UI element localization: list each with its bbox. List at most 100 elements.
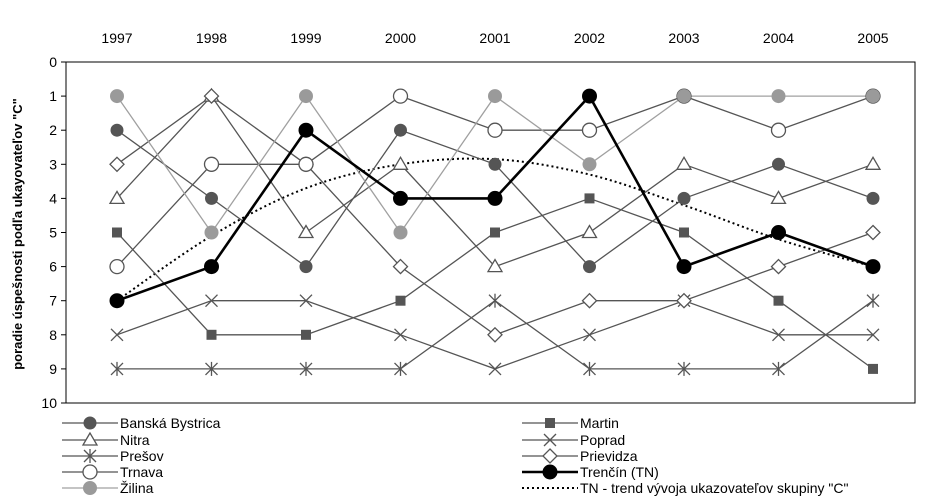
legend-item-martin: Martin: [522, 415, 619, 431]
legend-marker: [83, 449, 97, 463]
data-point-martin: [112, 227, 122, 238]
data-point-zilina: [204, 225, 219, 240]
legend-item-banska-bystrica: Banská Bystrica: [62, 415, 221, 431]
data-point-trencin-tn: [487, 190, 503, 206]
legend-label: Trenčín (TN): [580, 464, 659, 480]
data-point-trencin-tn: [582, 88, 597, 104]
data-point-poprad: [866, 328, 880, 342]
data-point-prievidza: [676, 292, 692, 309]
legend-label: Poprad: [580, 432, 625, 448]
data-point-zilina: [299, 89, 313, 104]
data-point-presov: [394, 361, 407, 376]
data-point-prievidza: [392, 258, 409, 275]
legend-marker: [83, 416, 97, 430]
data-point-nitra: [675, 156, 693, 170]
y-tick-label: 9: [49, 361, 57, 377]
data-point-prievidza: [487, 326, 503, 343]
data-point-trencin-tn: [865, 259, 881, 275]
data-point-banska-bystrica: [110, 123, 124, 137]
data-point-prievidza: [203, 88, 220, 105]
data-point-nitra: [486, 258, 504, 273]
legend-label: TN - trend vývoja ukazovateľov skupiny "…: [580, 480, 848, 496]
x-tick-label: 2004: [763, 30, 794, 46]
legend-item-nitra: Nitra: [62, 431, 150, 448]
data-point-banska-bystrica: [866, 191, 880, 205]
data-point-martin: [490, 227, 500, 238]
data-point-poprad: [110, 328, 124, 342]
y-tick-label: 0: [49, 54, 57, 70]
data-point-martin: [584, 193, 595, 204]
data-point-trnava: [203, 156, 220, 172]
data-point-martin: [206, 329, 217, 340]
data-point-zilina: [771, 89, 786, 104]
x-tick-label: 2001: [479, 30, 510, 46]
data-point-zilina: [582, 157, 597, 172]
data-point-prievidza: [865, 224, 881, 241]
data-point-nitra: [392, 156, 409, 170]
data-point-trencin-tn: [676, 259, 692, 275]
data-point-presov: [299, 361, 313, 376]
series-line-tn-trend-vyvoja-ukazovatelov-skupiny-c: [116, 157, 874, 302]
data-point-martin: [773, 295, 784, 306]
data-point-banska-bystrica: [583, 260, 596, 274]
series-markers: [108, 87, 882, 376]
legend-marker: [82, 464, 98, 480]
data-point-banska-bystrica: [205, 191, 218, 205]
y-tick-label: 6: [49, 259, 57, 275]
data-point-zilina: [488, 89, 502, 104]
y-tick-label: 3: [49, 156, 57, 172]
y-tick-label: 8: [49, 327, 57, 343]
data-point-trnava: [392, 88, 409, 104]
y-tick-label: 10: [41, 395, 57, 411]
data-point-trnava: [581, 122, 598, 138]
legend-item-trencin-tn: Trenčín (TN): [522, 464, 659, 480]
legend-item-tn-trend-vyvoja-ukazovatelov-skupiny-c: TN - trend vývoja ukazovateľov skupiny "…: [522, 480, 848, 496]
data-point-zilina: [393, 225, 408, 240]
data-point-zilina: [866, 89, 880, 104]
data-point-nitra: [864, 156, 882, 170]
data-point-prievidza: [581, 292, 598, 309]
data-point-trencin-tn: [204, 259, 219, 275]
data-point-martin: [395, 295, 406, 306]
data-point-banska-bystrica: [394, 123, 407, 137]
data-point-presov: [866, 293, 880, 308]
legend-marker: [543, 433, 557, 447]
data-point-poprad: [583, 328, 596, 342]
legend-marker: [542, 448, 558, 464]
legend-item-zilina: Žilina: [62, 480, 154, 496]
y-tick-label: 2: [49, 122, 57, 138]
y-tick-label: 7: [49, 293, 57, 309]
legend-label: Nitra: [120, 432, 150, 448]
data-point-presov: [677, 361, 691, 376]
y-axis-label: poradie úspešnosti podľa ukayovateľov "C…: [10, 98, 25, 370]
data-point-presov: [110, 361, 124, 376]
data-point-zilina: [677, 89, 691, 104]
x-tick-label: 2003: [668, 30, 699, 46]
legend-label: Prešov: [120, 448, 164, 464]
data-point-zilina: [110, 89, 124, 104]
data-point-trencin-tn: [298, 122, 314, 138]
legend-marker: [545, 418, 555, 428]
legend-marker: [542, 464, 558, 480]
y-axis-ticks: 0 1 2 3 4 5 6 7 8 9 10: [41, 54, 66, 411]
data-point-presov: [488, 293, 502, 308]
data-point-poprad: [488, 362, 502, 376]
data-point-trencin-tn: [393, 190, 408, 206]
data-point-trnava: [487, 122, 503, 138]
data-point-martin: [301, 329, 311, 340]
data-point-banska-bystrica: [677, 191, 691, 205]
x-tick-label: 1997: [101, 30, 132, 46]
data-point-nitra: [108, 190, 126, 205]
data-point-poprad: [772, 328, 785, 342]
legend-item-presov: Prešov: [62, 448, 164, 464]
data-point-poprad: [205, 294, 218, 308]
data-point-prievidza: [109, 156, 125, 173]
data-point-nitra: [581, 224, 598, 239]
data-point-trencin-tn: [771, 225, 786, 240]
data-point-presov: [205, 361, 218, 376]
data-point-banska-bystrica: [772, 157, 785, 171]
data-point-poprad: [299, 294, 313, 308]
data-point-trencin-tn: [109, 293, 125, 309]
